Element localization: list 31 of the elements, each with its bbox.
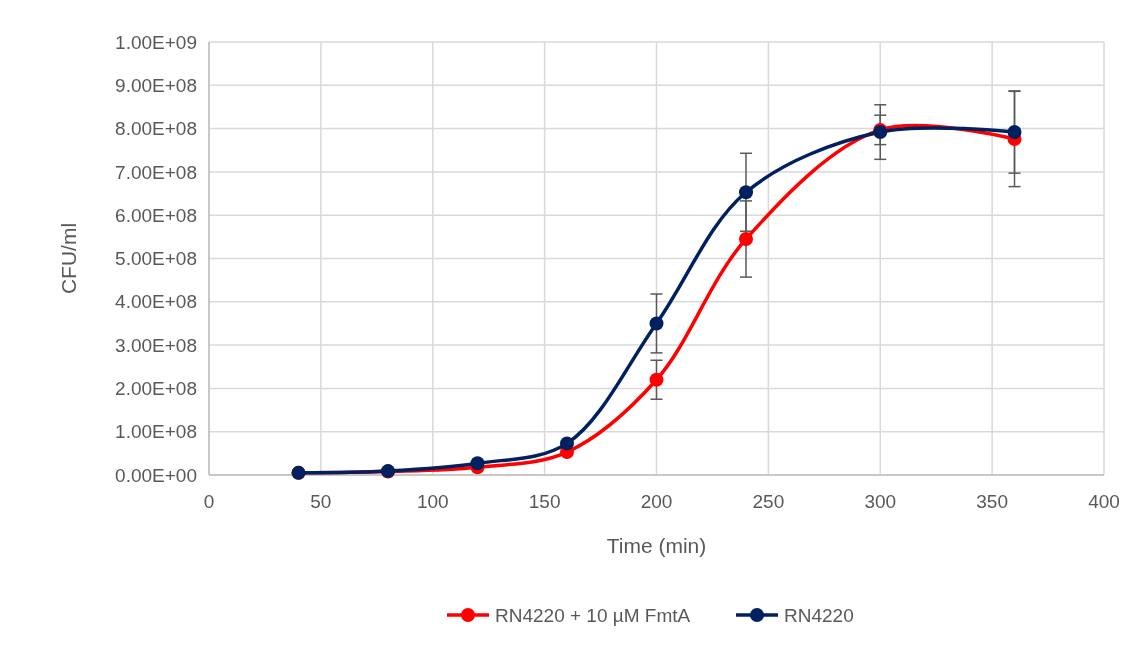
- y-tick-label: 6.00E+08: [115, 204, 197, 226]
- point: [470, 456, 485, 471]
- y-tick-label: 0.00E+00: [115, 464, 197, 486]
- y-tick-label: 8.00E+08: [115, 118, 197, 140]
- point: [649, 372, 664, 387]
- y-tick-label: 4.00E+08: [115, 291, 197, 313]
- x-tick-label: 350: [976, 491, 1008, 512]
- y-tick-label: 1.00E+08: [115, 421, 197, 443]
- legend-label: RN4220 + 10 µM FmtA: [495, 604, 691, 626]
- x-tick-label: 200: [640, 491, 673, 512]
- point: [739, 185, 753, 200]
- point: [739, 232, 753, 247]
- y-tick-label: 1.00E+09: [115, 31, 197, 53]
- x-tick-label: 100: [416, 491, 449, 512]
- y-tick-label: 3.00E+08: [115, 334, 197, 356]
- x-tick-label: 400: [1088, 491, 1120, 512]
- y-tick-label: 9.00E+08: [115, 74, 197, 96]
- legend-label: RN4220: [784, 604, 854, 626]
- point: [560, 436, 574, 451]
- y-axis-title: CFU/ml: [57, 222, 80, 295]
- y-tick-label: 5.00E+08: [115, 248, 197, 270]
- x-tick-label: 150: [528, 491, 561, 512]
- x-tick-label: 300: [864, 491, 897, 512]
- x-tick-label: 250: [752, 491, 785, 512]
- point: [1007, 125, 1022, 140]
- y-tick-label: 7.00E+08: [115, 161, 197, 183]
- x-axis-title: Time (min): [606, 534, 707, 557]
- x-tick-label: 50: [310, 491, 332, 512]
- x-tick-label: 0: [203, 491, 215, 512]
- y-tick-label: 2.00E+08: [115, 378, 197, 400]
- point: [649, 316, 664, 331]
